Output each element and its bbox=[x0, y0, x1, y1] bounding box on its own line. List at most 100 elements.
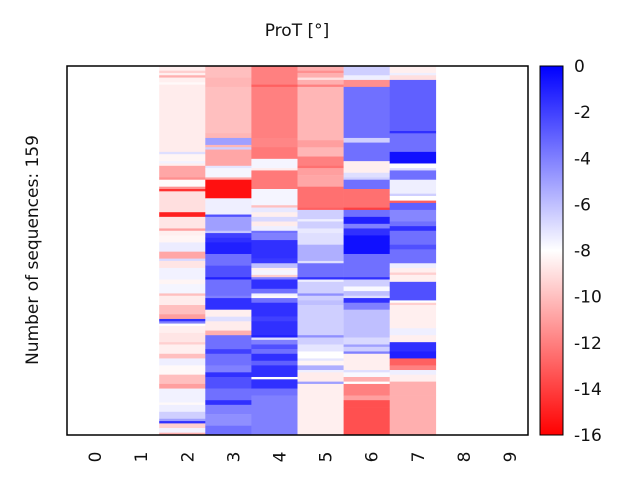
heatmap-cell bbox=[159, 230, 206, 236]
heatmap-cell bbox=[343, 179, 390, 190]
heatmap-cell bbox=[389, 263, 437, 269]
heatmap-cell bbox=[343, 353, 390, 371]
heatmap-cell bbox=[251, 207, 298, 213]
heatmap-cell bbox=[343, 279, 390, 287]
x-tick-label: 6 bbox=[363, 452, 383, 463]
heatmap-cell bbox=[251, 388, 298, 396]
heatmap-cell bbox=[159, 325, 206, 334]
heatmap-cell bbox=[159, 165, 206, 178]
heatmap-cell bbox=[251, 321, 298, 336]
heatmap-cell bbox=[159, 344, 206, 355]
heatmap-cell bbox=[251, 233, 298, 241]
heatmap-cell bbox=[159, 418, 206, 422]
heatmap-cell bbox=[205, 253, 252, 266]
heatmap-cell bbox=[343, 253, 390, 264]
x-tick-label: 7 bbox=[409, 452, 429, 463]
heatmap-cell bbox=[343, 376, 390, 382]
heatmap-cell bbox=[389, 274, 437, 283]
heatmap-cell bbox=[297, 372, 344, 382]
heatmap-cell bbox=[297, 344, 344, 352]
heatmap-cell bbox=[159, 423, 206, 429]
heatmap-cell bbox=[159, 72, 206, 76]
heatmap-cell bbox=[297, 293, 344, 297]
colorbar-tick-label: -6 bbox=[574, 195, 591, 215]
colorbar-tick-label: -12 bbox=[574, 334, 602, 354]
heatmap-cell bbox=[159, 404, 206, 413]
x-tick-labels: 0 1 2 3 4 5 6 7 8 9 bbox=[86, 452, 521, 463]
heatmap-cell bbox=[389, 75, 437, 81]
heatmap-cell bbox=[205, 372, 252, 378]
heatmap-cell bbox=[251, 84, 298, 88]
x-tick-label: 4 bbox=[270, 452, 290, 463]
heatmap-cell bbox=[159, 342, 206, 345]
heatmap-cell bbox=[205, 400, 252, 406]
heatmap-cell bbox=[297, 165, 344, 169]
heatmap-cell bbox=[389, 221, 437, 227]
heatmap-cell bbox=[205, 316, 252, 322]
heatmap-cell bbox=[251, 170, 298, 190]
heatmap-cell bbox=[343, 189, 390, 208]
heatmap-cell bbox=[251, 168, 298, 171]
heatmap-cell bbox=[205, 349, 252, 355]
heatmap-cell bbox=[389, 365, 437, 371]
heatmap-cell bbox=[205, 168, 252, 178]
heatmap-cell bbox=[159, 77, 206, 83]
heatmap-cell bbox=[159, 358, 206, 366]
heatmap-cell bbox=[297, 70, 344, 74]
heatmap-cell bbox=[389, 230, 437, 245]
heatmap-cell bbox=[159, 216, 206, 229]
heatmap-cell bbox=[389, 305, 437, 329]
heatmap-cell bbox=[251, 353, 298, 362]
chart-title: ProT [°] bbox=[264, 21, 330, 41]
heatmap-cell bbox=[343, 172, 390, 178]
heatmap-cell bbox=[205, 388, 252, 401]
heatmap-cell bbox=[343, 66, 390, 76]
heatmap-cell bbox=[205, 404, 252, 415]
heatmap-cell bbox=[251, 339, 298, 345]
heatmap-cell bbox=[389, 202, 437, 211]
heatmap-cell bbox=[389, 151, 437, 164]
heatmap-cell bbox=[205, 335, 252, 350]
heatmap-cell bbox=[297, 365, 344, 371]
heatmap-cell bbox=[389, 79, 437, 132]
heatmap-cell bbox=[251, 212, 298, 218]
heatmap-cell bbox=[159, 191, 206, 213]
heatmap-cell bbox=[389, 381, 437, 396]
heatmap-cell bbox=[251, 147, 298, 160]
heatmap-cell bbox=[389, 342, 437, 352]
heatmap-cell bbox=[389, 72, 437, 76]
heatmap-cell bbox=[159, 305, 206, 315]
heatmap-cell bbox=[251, 205, 298, 208]
heatmap-cell bbox=[205, 277, 252, 280]
heatmap-cell bbox=[251, 66, 298, 85]
heatmap-cell bbox=[343, 381, 390, 385]
heatmap-cell bbox=[251, 189, 298, 206]
heatmap-cell bbox=[205, 86, 252, 134]
heatmap-cell bbox=[343, 400, 390, 408]
heatmap-cell bbox=[251, 376, 298, 380]
heatmap-cell bbox=[343, 286, 390, 292]
heatmap-cell bbox=[205, 230, 252, 234]
heatmap-cell bbox=[205, 295, 252, 299]
heatmap-cell bbox=[389, 395, 437, 435]
heatmap-cell bbox=[297, 335, 344, 338]
heatmap-cell bbox=[251, 349, 298, 355]
x-tick-label: 5 bbox=[317, 452, 337, 463]
heatmap-cell bbox=[159, 321, 206, 324]
heatmap-cell bbox=[389, 358, 437, 366]
heatmap-cell bbox=[205, 216, 252, 232]
heatmap-cell bbox=[251, 86, 298, 139]
heatmap-cell bbox=[251, 221, 298, 227]
heatmap-cell bbox=[159, 70, 206, 74]
heatmap-cell bbox=[389, 267, 437, 273]
heatmap-cell bbox=[159, 154, 206, 162]
heatmap-cell bbox=[205, 214, 252, 218]
heatmap-cell bbox=[343, 263, 390, 278]
x-tick-label: 9 bbox=[501, 452, 521, 463]
heatmap-cell bbox=[389, 351, 437, 359]
heatmap-cell bbox=[389, 249, 437, 264]
heatmap-cell bbox=[159, 161, 206, 164]
heatmap-cell bbox=[205, 179, 252, 199]
heatmap-cell bbox=[205, 233, 252, 239]
